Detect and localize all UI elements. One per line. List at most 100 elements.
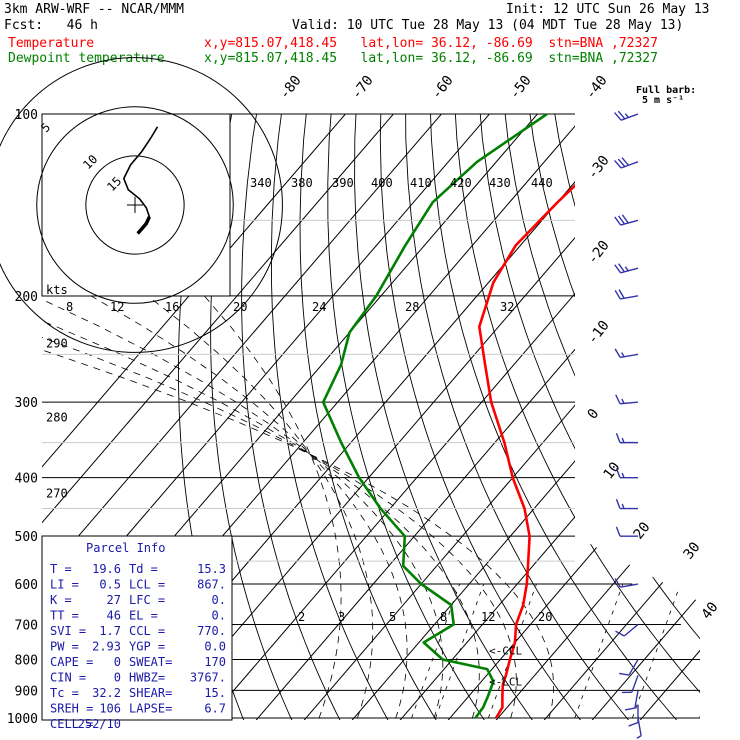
isotherm-line [630, 114, 700, 720]
isotherm-label-right: 20 [631, 519, 654, 542]
parcel-info-label: TT = [50, 609, 79, 623]
isotherm-line [42, 114, 418, 720]
wind-barb [614, 110, 639, 121]
wind-barb-flag [617, 110, 626, 120]
wind-barb [614, 348, 639, 359]
parcel-info-value: 170 [204, 655, 226, 669]
parcel-info-value: 1.7 [99, 624, 121, 638]
parcel-info-value: 46 [107, 609, 121, 623]
wind-barb-flag [636, 735, 642, 739]
parcel-info-value: 0.0 [204, 640, 226, 654]
isotherm-label-right: 40 [699, 599, 722, 622]
wind-barb-shaft [620, 219, 639, 226]
parcel-info-value: 0. [212, 609, 226, 623]
isotherm-line [390, 114, 700, 720]
wind-barb-shaft [631, 675, 639, 693]
speed-scale-label: 8 [66, 300, 73, 314]
wind-barb-flag [618, 215, 626, 225]
pressure-tick-label: 900 [15, 684, 38, 699]
wind-barb [614, 157, 639, 169]
speed-scale-label: 12 [110, 300, 124, 314]
moist-adiabat-line [42, 295, 554, 720]
wind-barb-shaft [620, 267, 639, 274]
isotherm-label-right: 0 [585, 406, 603, 422]
theta-label: 430 [489, 176, 511, 190]
wind-barb-flag [624, 113, 630, 118]
wind-barb-flag [615, 526, 621, 537]
wind-barb-flag [619, 672, 630, 676]
mixing-ratio-line [574, 583, 624, 719]
wind-barb-flag [621, 503, 625, 509]
valid-time: Valid: 10 UTC Tue 28 May 13 (04 MDT Tue … [292, 18, 684, 33]
theta-label: 270 [46, 487, 68, 501]
parcel-info-value: 6.7 [204, 702, 226, 716]
parcel-info-label: SWEAT= [129, 655, 172, 669]
wind-barb-flag [614, 216, 622, 226]
speed-scale-label: 20 [233, 300, 247, 314]
wind-barb-flag [621, 157, 630, 166]
wind-barb-flag [615, 630, 625, 637]
parcel-info-value: 252/10 [78, 717, 121, 731]
wind-barb [615, 498, 638, 510]
wind-barb-shaft [620, 583, 639, 588]
isotherm-label-right: -30 [585, 153, 613, 183]
wind-barb-shaft [634, 690, 639, 709]
isotherm-line [42, 114, 466, 720]
model-title: 3km ARW-WRF -- NCAR/MMM [4, 2, 185, 17]
parcel-info-label: CELL = [50, 717, 93, 731]
wind-barb-flag [621, 437, 625, 443]
wind-barb-flag [621, 214, 629, 224]
forecast-hour: Fcst: 46 h [4, 18, 98, 33]
wind-barb-flag [624, 707, 636, 711]
wind-barb [615, 468, 638, 479]
sounding-profiles [321, 114, 649, 719]
pressure-tick-label: 1000 [7, 712, 38, 727]
wind-barb-shaft [620, 161, 639, 169]
dry-adiabat-line [670, 114, 700, 720]
pressure-tick-label: 300 [15, 396, 38, 411]
wind-barb-flag [615, 498, 621, 509]
theta-label: 420 [450, 176, 472, 190]
parcel-info-value: 770. [197, 624, 226, 638]
parcel-info-label: SHEAR= [129, 686, 172, 700]
wind-barb-shaft [637, 717, 642, 736]
parcel-info-value: 0 [114, 655, 121, 669]
moist-adiabat-line [42, 295, 480, 720]
wind-barb-flag [615, 394, 621, 405]
wind-barbs [614, 110, 642, 739]
theta-label: 340 [250, 176, 272, 190]
parcel-level-annotation: <-CCL [489, 644, 522, 657]
theta-label: 290 [46, 337, 68, 351]
wind-barb-flag [614, 264, 622, 274]
parcel-info-label: HWBZ= [129, 671, 165, 685]
parcel-level-annotation: <-LCL [489, 676, 522, 689]
dewpoint-location-info: x,y=815.07,418.45 lat,lon= 36.12, -86.69… [204, 51, 658, 66]
hodograph-frame [41, 113, 231, 297]
moist-adiabat-line [147, 295, 374, 720]
wind-barb-flag [614, 289, 621, 300]
parcel-info-label: EL = [129, 609, 158, 623]
dry-adiabat-line [719, 86, 740, 730]
wind-barb-flag [621, 352, 625, 358]
parcel-info-value: 15. [204, 686, 226, 700]
temperature-legend-label: Temperature [8, 36, 95, 51]
isotherm-line [582, 114, 700, 720]
pressure-tick-label: 800 [15, 653, 38, 668]
wind-barb [621, 675, 639, 694]
parcel-info-value: 2.93 [92, 640, 121, 654]
isotherm-line [534, 114, 700, 720]
theta-label: 380 [291, 176, 313, 190]
mixing-ratio-label: 12 [481, 610, 495, 624]
parcel-info-value: 0. [212, 593, 226, 607]
speed-scale-label: 24 [312, 300, 326, 314]
wind-barb [615, 433, 638, 444]
moist-adiabat-line [42, 295, 444, 720]
isotherm-label-top: -70 [349, 73, 377, 103]
wind-barb-shaft [620, 401, 639, 405]
init-time: Init: 12 UTC Sun 26 May 13 [506, 2, 710, 17]
wind-barb-flag [617, 158, 626, 168]
full-barb-units: 5 m s⁻¹ [642, 95, 684, 106]
wind-barb-flag [628, 721, 639, 727]
isotherm-label-right: 30 [681, 539, 704, 562]
